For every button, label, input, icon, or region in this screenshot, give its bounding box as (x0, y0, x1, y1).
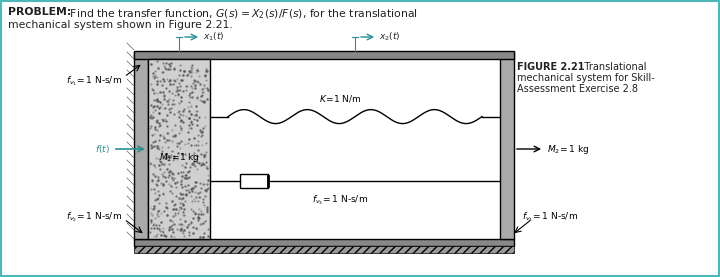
Text: $x_1(t)$: $x_1(t)$ (203, 31, 225, 43)
Text: $f_{v_2}\!= 1$ N-s/m: $f_{v_2}\!= 1$ N-s/m (66, 210, 122, 224)
Text: $x_2(t)$: $x_2(t)$ (379, 31, 400, 43)
Text: PROBLEM:: PROBLEM: (8, 7, 71, 17)
Text: $f(t)$: $f(t)$ (95, 143, 110, 155)
Text: $f_{v_1}\!= 1$ N-s/m: $f_{v_1}\!= 1$ N-s/m (66, 74, 122, 88)
Bar (500, 52, 514, 239)
Text: Assessment Exercise 2.8: Assessment Exercise 2.8 (517, 84, 638, 94)
Text: $f_{v_3}\!= 1$ N-s/m: $f_{v_3}\!= 1$ N-s/m (312, 193, 369, 207)
Text: $M_1\!=\!1$ kg: $M_1\!=\!1$ kg (158, 152, 199, 165)
Bar (134, 239, 514, 246)
Text: Translational: Translational (575, 62, 647, 72)
Bar (240, 175, 268, 188)
Text: mechanical system for Skill-: mechanical system for Skill- (517, 73, 654, 83)
Text: $K\!=\!1$ N/m: $K\!=\!1$ N/m (319, 93, 361, 104)
Text: mechanical system shown in Figure 2.21.: mechanical system shown in Figure 2.21. (8, 20, 233, 30)
Text: FIGURE 2.21: FIGURE 2.21 (517, 62, 585, 72)
Text: $M_2\!=1$ kg: $M_2\!=1$ kg (547, 142, 589, 155)
Bar (148, 59, 210, 239)
Text: Find the transfer function, $G(s) = X_2(s)/F(s)$, for the translational: Find the transfer function, $G(s) = X_2(… (63, 7, 418, 20)
Bar (134, 246, 514, 253)
Bar (134, 51, 514, 59)
Text: $f_{v_4}\!= 1$ N-s/m: $f_{v_4}\!= 1$ N-s/m (522, 210, 578, 224)
Bar (134, 52, 148, 239)
